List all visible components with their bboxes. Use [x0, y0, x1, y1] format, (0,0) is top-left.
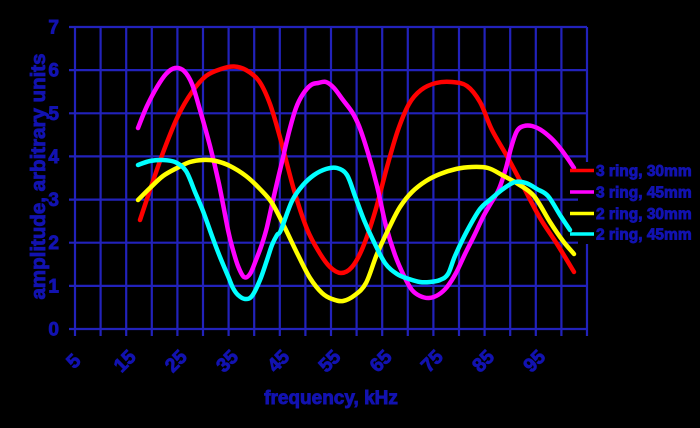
svg-text:1: 1 — [48, 276, 59, 297]
svg-text:3: 3 — [48, 190, 59, 211]
svg-text:6: 6 — [48, 61, 59, 82]
svg-text:4: 4 — [48, 147, 59, 168]
svg-text:2: 2 — [48, 233, 59, 254]
svg-text:3 ring, 30mm: 3 ring, 30mm — [596, 163, 692, 180]
svg-text:2 ring, 45mm: 2 ring, 45mm — [596, 227, 692, 244]
svg-text:5: 5 — [48, 104, 59, 125]
svg-text:3 ring, 45mm: 3 ring, 45mm — [596, 185, 692, 202]
svg-text:2 ring, 30mm: 2 ring, 30mm — [596, 206, 692, 223]
svg-text:0: 0 — [48, 320, 59, 341]
svg-text:7: 7 — [48, 18, 59, 39]
svg-text:frequency, kHz: frequency, kHz — [264, 388, 398, 409]
svg-text:amplitude, arbitrary units: amplitude, arbitrary units — [27, 53, 50, 299]
